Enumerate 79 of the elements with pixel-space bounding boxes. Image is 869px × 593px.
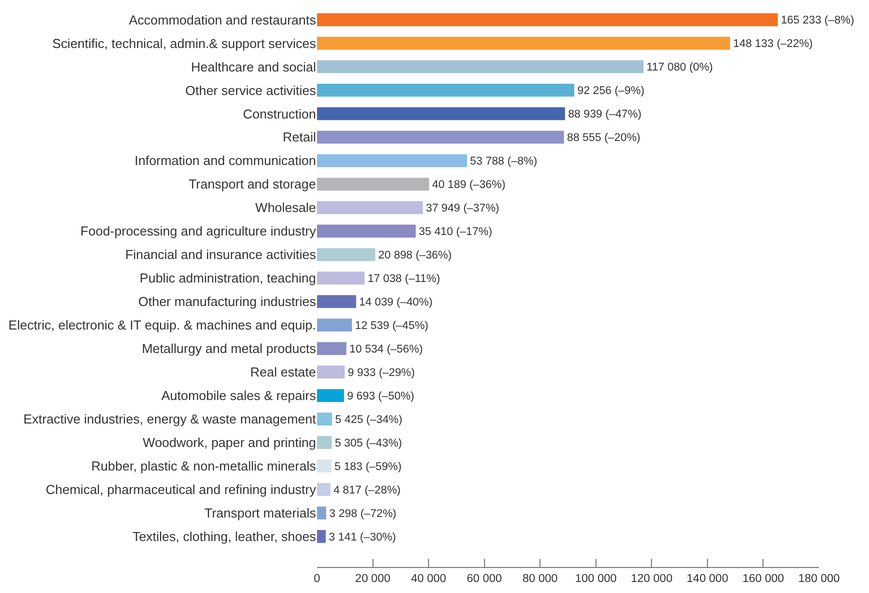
y-tick-label: Retail [282,130,316,145]
bar [317,272,365,285]
y-tick-label: Food-processing and agriculture industry [80,224,316,239]
bar [317,318,352,332]
y-tick-label: Chemical, pharmaceutical and refining industry [46,482,316,498]
y-tick-label: Financial and insurance activities [125,247,316,262]
bar [317,130,564,144]
y-tick-label: Other manufacturing industries [138,294,316,310]
x-tick-label: 100 000 [575,572,617,585]
y-tick-label: Accommodation and restaurants [128,12,316,28]
y-tick-label: Healthcare and social [190,59,316,74]
x-tick-label: 60 000 [466,572,502,585]
y-tick-label: Information and communication [134,153,316,168]
data-label: 14 039 (–40%) [359,296,433,308]
y-tick-label: Real estate [250,364,316,380]
bar [317,13,778,26]
data-label: 165 233 (–8%) [780,14,855,27]
data-label: 40 189 (–36%) [432,179,506,192]
data-label: 5 183 (–59%) [334,460,402,473]
y-tick-label: Extractive industries, energy & waste management [23,412,316,427]
y-tick-label: Scientific, technical, admin.& support services [52,36,316,51]
data-label: 5 425 (–34%) [335,414,403,426]
y-tick-label: Construction [243,106,316,122]
data-label: 3 298 (–72%) [329,508,397,520]
x-tick-label: 80 000 [522,572,558,585]
y-tick-label: Transport and storage [188,176,316,192]
bar [317,506,326,520]
bar [317,295,356,308]
data-label: 88 555 (–20%) [566,132,641,144]
y-tick-label: Automobile sales & repairs [161,388,316,404]
bar [317,436,332,449]
bar [317,107,566,120]
bar [317,154,468,168]
y-tick-label: Other service activities [185,82,316,98]
x-tick-label: 120 000 [630,572,672,585]
bar [317,36,730,50]
y-tick-label: Electric, electronic & IT equip. & machines and equip. [8,318,316,333]
y-tick-label: Wholesale [255,200,316,216]
bar [317,460,332,472]
bar [317,366,345,379]
data-label: 4 817 (–28%) [333,484,401,496]
data-label: 10 534 (–56%) [349,343,424,356]
data-label: 12 539 (–45%) [354,320,429,332]
y-tick-label: Woodwork, paper and printing [142,435,316,450]
data-label: 3 141 (–30%) [328,531,396,544]
x-tick-label: 160 000 [742,572,784,585]
y-tick-label: Public administration, teaching [140,270,316,286]
bar [317,483,330,496]
data-label: 37 949 (–37%) [426,202,500,215]
x-tick-label: 40 000 [410,572,446,585]
data-label: 88 939 (–47%) [568,108,642,121]
x-tick-label: 180 000 [798,572,840,585]
bar [317,412,332,426]
data-label: 35 410 (–17%) [418,226,492,238]
data-label: 9 693 (–50%) [347,390,415,402]
y-tick-label: Textiles, clothing, leather, shoes [132,529,316,544]
y-tick-label: Metallurgy and metal products [142,341,316,356]
data-label: 9 933 (–29%) [348,366,416,379]
bar [317,530,326,543]
bar [317,178,430,191]
bar [317,389,344,402]
data-label: 20 898 (–36%) [378,249,452,262]
bar [317,84,574,97]
data-label: 5 305 (–43%) [334,437,402,450]
bar [317,248,376,262]
data-label: 148 133 (–22%) [733,38,814,50]
data-label: 53 788 (–8%) [470,156,538,168]
bar [317,201,423,214]
y-tick-label: Transport materials [204,506,316,521]
y-tick-label: Rubber, plastic & non-metallic minerals [91,458,316,474]
bar [317,60,644,74]
bar [317,342,346,356]
x-tick-label: 140 000 [686,572,728,585]
data-label: 117 080 (0%) [646,62,714,74]
x-tick-label: 20 000 [355,572,390,585]
x-tick-label: 0 [314,572,320,585]
bar [317,224,416,238]
data-label: 92 256 (–9%) [577,85,645,98]
data-label: 17 038 (–11%) [368,272,440,285]
